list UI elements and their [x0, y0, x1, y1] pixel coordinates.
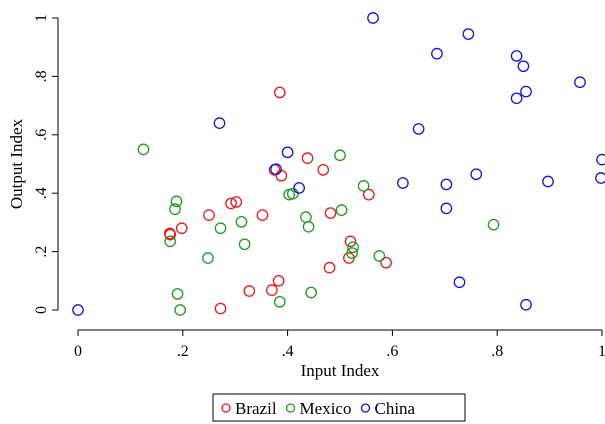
y-tick-label: .6 — [33, 129, 50, 141]
data-point — [431, 47, 443, 60]
data-point — [470, 168, 483, 181]
data-point — [137, 143, 150, 156]
data-point — [317, 163, 330, 176]
data-point — [300, 211, 312, 223]
y-tick-label: 0 — [33, 306, 50, 314]
data-point — [510, 92, 523, 105]
data-point — [440, 178, 453, 191]
data-point — [293, 182, 305, 194]
data-point — [256, 209, 269, 221]
data-point — [272, 274, 285, 287]
data-point — [595, 172, 605, 184]
data-point — [367, 12, 379, 24]
x-axis-title: Input Index — [301, 361, 380, 380]
data-point — [286, 187, 299, 200]
data-point — [510, 50, 523, 62]
data-point — [574, 76, 586, 89]
data-point — [347, 241, 359, 254]
data-point — [174, 304, 187, 316]
data-point — [334, 149, 346, 162]
series-brazil — [163, 86, 392, 315]
data-point — [273, 86, 286, 99]
data-point — [164, 228, 177, 241]
x-tick-label: .6 — [386, 343, 398, 360]
data-point — [275, 169, 288, 182]
data-point — [542, 175, 554, 188]
legend-item-brazil: Brazil — [221, 399, 277, 418]
legend-label: Mexico — [300, 399, 352, 418]
data-point — [305, 286, 318, 299]
data-point — [357, 180, 370, 192]
x-tick-label: 1 — [598, 343, 605, 360]
x-tick-label: .2 — [177, 343, 189, 360]
data-point — [273, 295, 286, 308]
data-point — [170, 195, 183, 208]
legend-marker — [221, 403, 231, 413]
data-point — [517, 60, 530, 73]
legend-item-mexico: Mexico — [285, 399, 352, 418]
data-point — [380, 256, 392, 269]
data-point — [373, 250, 386, 262]
y-tick-label: 1 — [33, 14, 50, 22]
legend-marker — [360, 403, 371, 413]
legend-label: China — [374, 399, 415, 418]
data-point — [171, 288, 184, 300]
x-tick-label: 0 — [74, 343, 82, 360]
legend-item-china: China — [360, 399, 416, 418]
data-point — [323, 261, 336, 274]
data-point — [213, 117, 226, 129]
series-china — [72, 12, 605, 316]
y-axis-title: Output Index — [7, 118, 26, 209]
legend-box — [212, 393, 466, 422]
legend-label: Brazil — [235, 399, 277, 418]
data-point — [203, 209, 215, 221]
data-point — [412, 123, 425, 135]
data-point — [362, 188, 375, 201]
legend-marker — [285, 403, 296, 413]
y-tick-label: .8 — [33, 70, 50, 82]
x-tick-label: .4 — [282, 343, 294, 360]
data-point — [281, 146, 294, 159]
data-point — [238, 238, 251, 251]
data-point — [270, 163, 282, 176]
data-point — [596, 153, 605, 166]
plot-area — [72, 12, 605, 316]
data-point — [462, 28, 475, 40]
x-tick-label: .8 — [491, 343, 503, 360]
data-point — [397, 177, 409, 189]
data-point — [324, 207, 337, 219]
data-point — [440, 202, 453, 215]
data-point — [302, 220, 315, 233]
data-point — [214, 302, 227, 315]
series-mexico — [137, 143, 500, 316]
data-point — [225, 197, 237, 210]
axes: 0 .2 .4 .6 .8 1 0 .2 .4 .6 .8 1 — [33, 14, 605, 360]
data-point — [230, 196, 243, 208]
data-point — [487, 218, 500, 231]
data-point — [335, 204, 348, 216]
data-point — [164, 235, 177, 248]
data-point — [346, 247, 358, 259]
data-point — [520, 85, 532, 98]
data-point — [202, 252, 214, 264]
y-tick-label: .2 — [33, 246, 50, 258]
data-point — [453, 276, 466, 289]
data-point — [520, 298, 532, 311]
data-point — [72, 304, 84, 316]
data-point — [301, 152, 314, 165]
data-point — [235, 215, 248, 228]
data-point — [214, 222, 227, 235]
data-point — [243, 285, 256, 297]
data-point — [266, 284, 278, 296]
data-point — [344, 235, 357, 248]
data-point — [169, 203, 181, 216]
legend: Brazil Mexico China — [212, 393, 466, 422]
y-tick-label: .4 — [33, 187, 50, 199]
data-point — [175, 222, 188, 235]
